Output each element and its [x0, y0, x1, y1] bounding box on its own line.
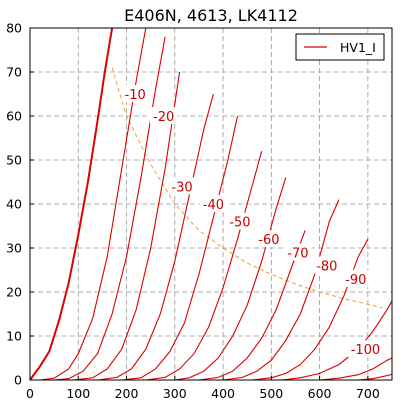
legend: HV1_I	[295, 33, 385, 61]
curve-label-bg	[347, 340, 384, 358]
dissipation-curve-line	[111, 67, 383, 309]
x-tick-label: 200	[115, 386, 139, 401]
x-tick-label: 0	[26, 386, 34, 401]
y-tick-label: 10	[6, 329, 22, 344]
curve-label-text: -100	[351, 343, 381, 358]
grid-lines	[30, 28, 392, 380]
curve-label-bg	[255, 230, 283, 248]
curve-label-minus-10: -10	[121, 85, 149, 103]
curve-label-bg	[149, 107, 178, 124]
curve-labels: -10 -20 -30 -40 -50 -60 -70 -80 -90 -100	[121, 85, 384, 358]
curve-label-minus-60: -60	[255, 230, 283, 248]
curve-label-minus-90: -90	[342, 269, 370, 288]
curve-label-text: -50	[229, 216, 250, 231]
curve-label-text: -90	[345, 273, 366, 288]
curve-bias-40	[97, 93, 214, 380]
curve-bias-0	[30, 28, 114, 380]
curve-label-text: -60	[258, 233, 279, 248]
curve-label-bg	[284, 243, 312, 261]
curve-bias-80	[198, 230, 306, 380]
curve-label-minus-100: -100	[347, 340, 384, 358]
y-tick-label: 30	[6, 241, 22, 256]
curve-bias-50	[121, 115, 239, 380]
x-axis-ticks: 0 100 200 300 400 500 600 700	[26, 376, 380, 401]
curve-label-bg	[168, 177, 196, 195]
y-tick-label: 50	[6, 153, 22, 168]
curve-label-bg	[226, 212, 254, 230]
curve-label-minus-30: -30	[168, 177, 196, 195]
x-tick-label: 300	[163, 386, 187, 401]
y-tick-label: 70	[6, 65, 22, 80]
x-tick-label: 600	[308, 386, 332, 401]
curve-label-bg	[313, 256, 341, 274]
x-tick-label: 400	[211, 386, 235, 401]
legend-label: HV1_I	[340, 40, 376, 55]
y-axis-ticks: 0 10 20 30 40 50 60 70 80	[6, 21, 34, 388]
x-tick-label: 500	[259, 386, 283, 401]
curve-bias-120	[319, 357, 392, 380]
curve-label-minus-50: -50	[226, 212, 254, 231]
curve-label-bg	[199, 195, 228, 212]
curve-label-text: -20	[153, 110, 174, 125]
y-tick-label: 40	[6, 197, 22, 212]
x-tick-label: 700	[356, 386, 380, 401]
dissipation-curve	[111, 67, 383, 309]
curve-label-text: -10	[125, 88, 146, 103]
curve-label-minus-40: -40	[199, 195, 228, 213]
curve-bias-70	[174, 177, 287, 380]
curve-bias-130	[358, 373, 392, 380]
curve-bias-30	[73, 71, 181, 380]
curve-label-text: -30	[171, 180, 192, 195]
curve-label-bg	[342, 269, 370, 287]
curve-label-minus-80: -80	[313, 256, 341, 275]
y-tick-label: 20	[6, 285, 22, 300]
x-tick-label: 100	[66, 386, 90, 401]
plate-curves	[30, 28, 392, 380]
curve-bias-60	[145, 151, 263, 380]
curve-label-text: -70	[287, 246, 308, 261]
curve-label-bg	[121, 85, 149, 102]
chart-title: E406N, 4613, LK4112	[124, 6, 298, 25]
curve-label-text: -80	[316, 260, 337, 275]
curve-label-minus-20: -20	[149, 107, 178, 125]
y-tick-label: 0	[14, 373, 22, 388]
curve-label-text: -40	[203, 198, 224, 213]
y-tick-label: 80	[6, 21, 22, 36]
curve-bias-90	[223, 199, 340, 380]
curve-bias-10	[39, 28, 147, 380]
curve-label-minus-70: -70	[284, 243, 312, 261]
y-tick-label: 60	[6, 109, 22, 124]
